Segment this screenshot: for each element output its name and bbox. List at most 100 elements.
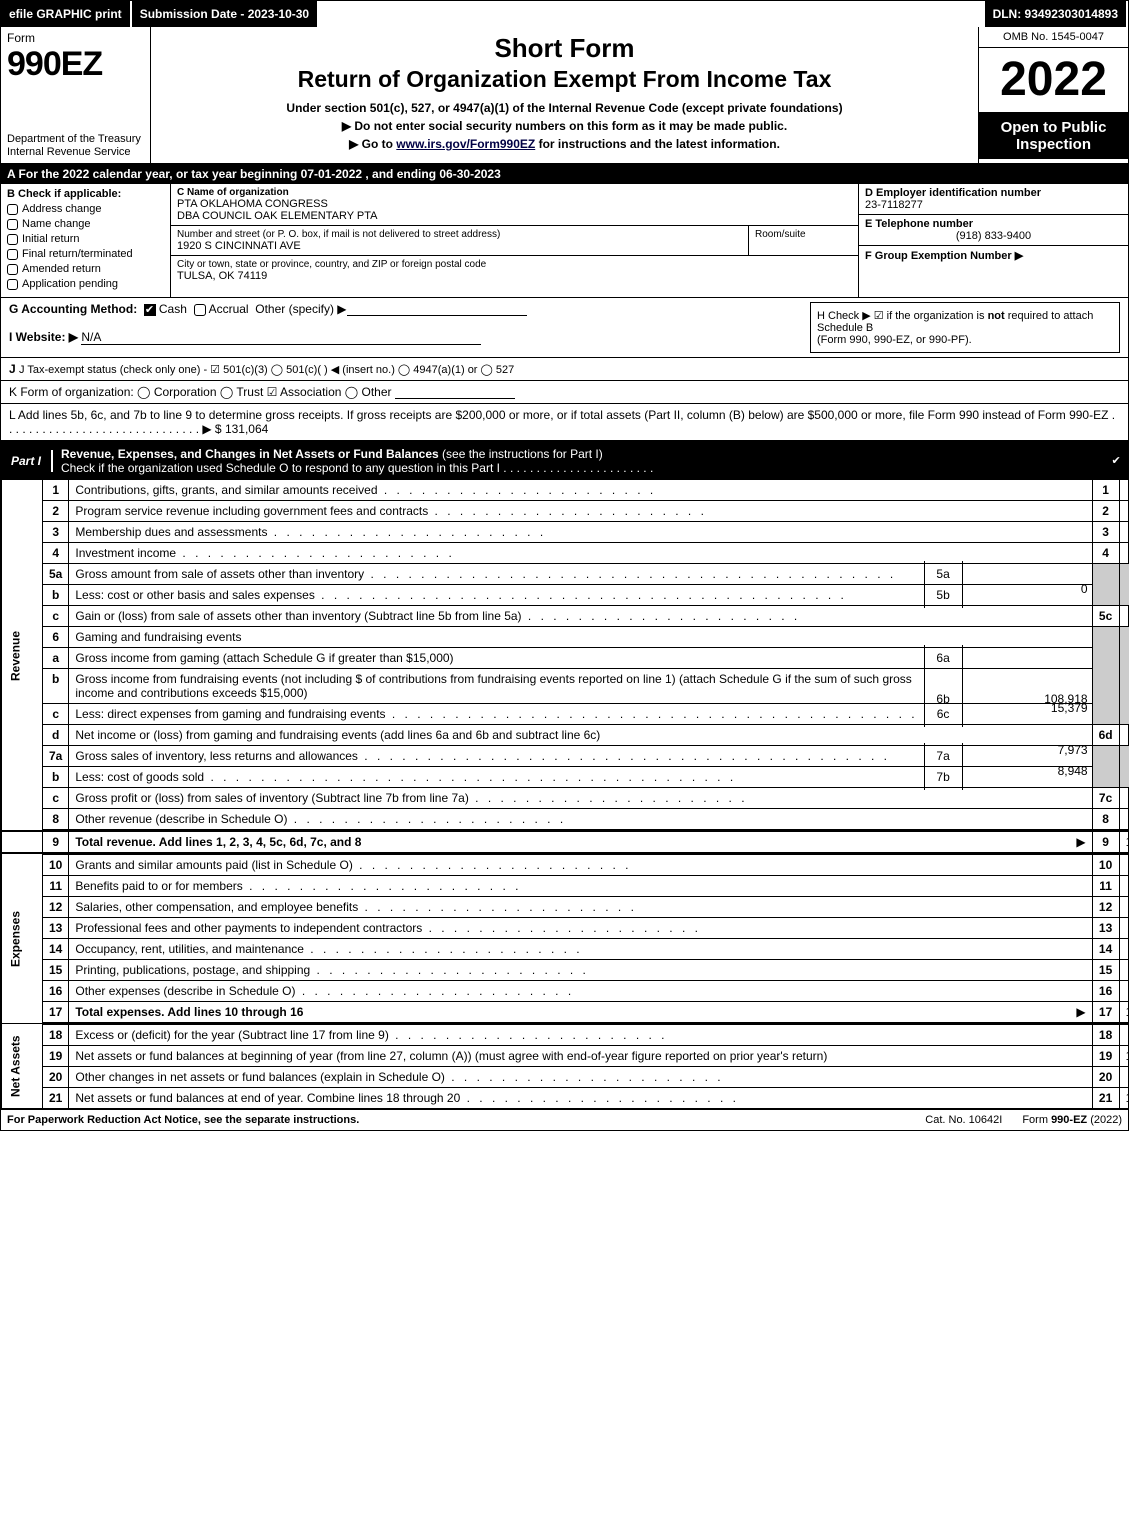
footer-catalog: Cat. No. 10642I [905, 1114, 1022, 1126]
top-bar: efile GRAPHIC print Submission Date - 20… [1, 1, 1128, 27]
label-final-return: Final return/terminated [22, 248, 133, 260]
room-label: Room/suite [755, 229, 852, 240]
row-5c-amt [1119, 606, 1129, 627]
row-7b-ia: 8,948 [962, 764, 1092, 790]
row-4-amt: 9 [1119, 543, 1129, 564]
other-specify-blank[interactable] [347, 304, 527, 316]
main-title: Return of Organization Exempt From Incom… [298, 66, 832, 93]
group-exemption-label: F Group Exemption Number ▶ [865, 250, 1023, 262]
check-final-return[interactable]: Final return/terminated [7, 248, 164, 260]
h-line1: H Check ▶ ☑ if the organization is [817, 310, 988, 322]
row-8-ln: 8 [1092, 809, 1119, 831]
omb-number: OMB No. 1545-0047 [979, 27, 1128, 48]
part-1-schedule-o-check[interactable] [1108, 455, 1128, 467]
row-7c-num: c [43, 788, 69, 809]
ein-label: D Employer identification number [865, 187, 1122, 199]
check-cash[interactable] [144, 304, 156, 316]
label-address-change: Address change [22, 203, 102, 215]
row-10-desc: Grants and similar amounts paid (list in… [69, 854, 1092, 876]
street-label: Number and street (or P. O. box, if mail… [177, 229, 748, 240]
k-other-blank[interactable] [395, 387, 515, 399]
row-11-amt [1119, 876, 1129, 897]
row-9-desc-text: Total revenue. Add lines 1, 2, 3, 4, 5c,… [75, 835, 361, 849]
label-cash: Cash [159, 302, 187, 316]
section-d-e-f: D Employer identification number 23-7118… [858, 184, 1128, 297]
part-1-tag: Part I [1, 450, 53, 472]
org-name-label: C Name of organization [177, 187, 852, 198]
row-3-ln: 3 [1092, 522, 1119, 543]
row-1-amt: 14,164 [1119, 480, 1129, 501]
row-5b-il: 5b [924, 582, 962, 608]
org-name-2: DBA COUNCIL OAK ELEMENTARY PTA [177, 210, 852, 222]
check-accrual[interactable] [194, 304, 206, 316]
city-value: TULSA, OK 74119 [177, 270, 852, 282]
department-label: Department of the Treasury Internal Reve… [7, 133, 144, 159]
check-app-pending[interactable]: Application pending [7, 278, 164, 290]
row-1-ln: 1 [1092, 480, 1119, 501]
label-other: Other (specify) ▶ [255, 302, 346, 316]
row-19-num: 19 [43, 1046, 69, 1067]
side-label-revenue: Revenue [2, 480, 43, 831]
row-1-num: 1 [43, 480, 69, 501]
identity-block: B Check if applicable: Address change Na… [1, 184, 1128, 298]
row-18-desc: Excess or (deficit) for the year (Subtra… [69, 1024, 1092, 1046]
phone-label: E Telephone number [865, 218, 1122, 230]
row-7c-desc: Gross profit or (loss) from sales of inv… [69, 788, 1092, 809]
row-5c-ln: 5c [1092, 606, 1119, 627]
i-label: I Website: ▶ [9, 330, 78, 344]
row-20-desc: Other changes in net assets or fund bala… [69, 1067, 1092, 1088]
row-5b-desc: Less: cost or other basis and sales expe… [69, 585, 923, 605]
row-12-num: 12 [43, 897, 69, 918]
row-2-desc: Program service revenue including govern… [69, 501, 1092, 522]
check-amended-return[interactable]: Amended return [7, 263, 164, 275]
row-9-desc: Total revenue. Add lines 1, 2, 3, 4, 5c,… [69, 831, 1092, 854]
row-5c-desc: Gain or (loss) from sale of assets other… [69, 606, 1092, 627]
row-14-ln: 14 [1092, 939, 1119, 960]
section-b-checkboxes: B Check if applicable: Address change Na… [1, 184, 171, 297]
row-18-ln: 18 [1092, 1024, 1119, 1046]
row-11-num: 11 [43, 876, 69, 897]
label-app-pending: Application pending [22, 278, 118, 290]
tax-year: 2022 [979, 48, 1128, 113]
row-20-amt [1119, 1067, 1129, 1088]
instructions-link[interactable]: www.irs.gov/Form990EZ [396, 137, 535, 151]
short-form-title: Short Form [494, 33, 634, 64]
row-3-num: 3 [43, 522, 69, 543]
section-h-box: H Check ▶ ☑ if the organization is not r… [810, 302, 1120, 353]
row-21-ln: 21 [1092, 1088, 1119, 1109]
check-initial-return[interactable]: Initial return [7, 233, 164, 245]
l-value: 131,064 [225, 422, 268, 436]
check-name-change[interactable]: Name change [7, 218, 164, 230]
row-2-ln: 2 [1092, 501, 1119, 522]
check-address-change[interactable]: Address change [7, 203, 164, 215]
sub3-pre: Go to [362, 137, 397, 151]
row-6c-il: 6c [924, 701, 962, 727]
subtitle-3: Go to www.irs.gov/Form990EZ for instruct… [349, 137, 780, 151]
arrow-icon: ▶ [1076, 1005, 1085, 1019]
row-6b-il: 6b [924, 666, 962, 706]
website-value: N/A [81, 330, 481, 345]
label-initial-return: Initial return [22, 233, 79, 245]
sub3-post: for instructions and the latest informat… [535, 137, 780, 151]
row-19-desc: Net assets or fund balances at beginning… [69, 1046, 1092, 1067]
side-spacer-9 [2, 831, 43, 854]
row-16-num: 16 [43, 981, 69, 1002]
row-15-ln: 15 [1092, 960, 1119, 981]
row-13-num: 13 [43, 918, 69, 939]
row-11-ln: 11 [1092, 876, 1119, 897]
row-5a-desc: Gross amount from sale of assets other t… [69, 564, 923, 584]
part-1-header: Part I Revenue, Expenses, and Changes in… [1, 441, 1128, 479]
row-5a-num: 5a [43, 564, 69, 585]
row-7c-amt: -975 [1119, 788, 1129, 809]
footer-right-pre: Form [1022, 1114, 1051, 1126]
header-right: OMB No. 1545-0047 2022 Open to Public In… [978, 27, 1128, 163]
row-11-desc: Benefits paid to or for members [69, 876, 1092, 897]
section-a-tax-year: A For the 2022 calendar year, or tax yea… [1, 164, 1128, 184]
form-number: 990EZ [7, 45, 144, 84]
row-10-amt: 94,727 [1119, 854, 1129, 876]
row-20-num: 20 [43, 1067, 69, 1088]
section-b-title: B Check if applicable: [7, 188, 121, 200]
row-4-ln: 4 [1092, 543, 1119, 564]
row-21-desc: Net assets or fund balances at end of ye… [69, 1088, 1092, 1109]
row-17-desc: Total expenses. Add lines 10 through 16 … [69, 1002, 1092, 1024]
